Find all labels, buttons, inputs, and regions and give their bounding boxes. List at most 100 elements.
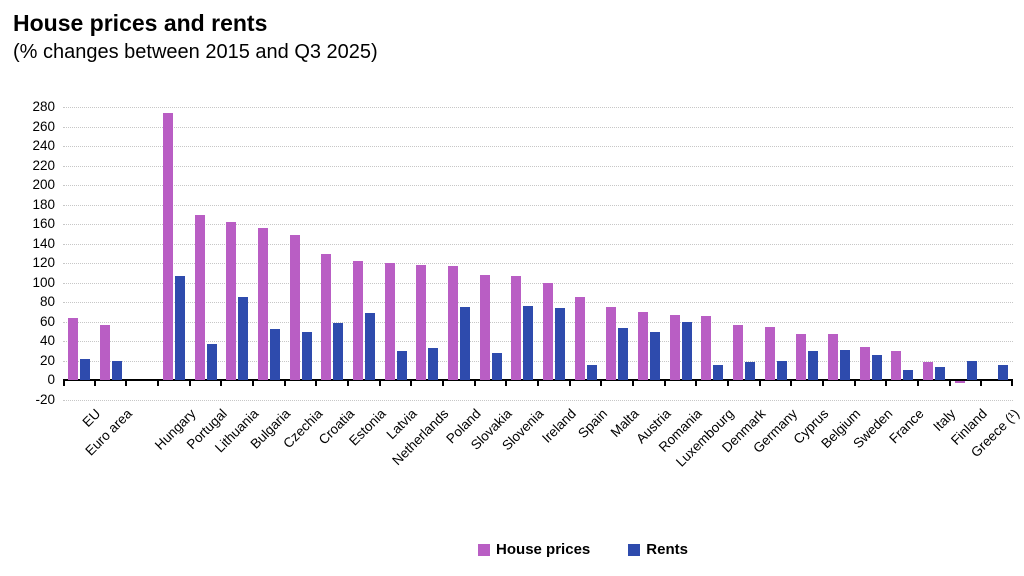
x-axis-category-label: Spain	[575, 406, 611, 442]
bar-rents-latvia	[396, 350, 407, 380]
chart-plot-area	[63, 107, 1013, 407]
bar-house-prices-finland	[954, 381, 965, 383]
y-axis-tick-label: -20	[35, 391, 55, 407]
gridline-120	[63, 263, 1013, 264]
gridline-20	[63, 360, 1013, 362]
y-axis-tick-label: 260	[32, 118, 55, 134]
bar-house-prices-cyprus	[796, 334, 807, 380]
bar-house-prices-romania	[669, 314, 680, 380]
bar-house-prices-belgium	[827, 334, 838, 380]
y-axis-tick-label: 140	[32, 235, 55, 251]
bar-house-prices-euro-area	[99, 325, 110, 380]
x-axis-tick	[378, 381, 381, 386]
rents-swatch-icon	[628, 543, 641, 556]
x-axis-tick	[632, 381, 634, 386]
chart-title: House prices and rents	[13, 10, 268, 36]
bar-rents-cyprus	[808, 350, 819, 380]
x-axis-tick	[125, 381, 128, 386]
gridline-140	[63, 243, 1013, 245]
bar-house-prices-bulgaria	[257, 227, 268, 380]
bar-rents-portugal	[206, 343, 217, 380]
bar-rents-estonia	[364, 312, 375, 380]
bar-rents-slovakia	[491, 352, 502, 380]
bar-house-prices-eu	[67, 317, 78, 380]
bar-house-prices-malta	[606, 306, 617, 380]
x-axis-tick	[790, 381, 793, 386]
bar-rents-italy	[934, 367, 945, 380]
x-axis-tick	[315, 381, 318, 386]
x-axis-tick	[410, 381, 413, 386]
bar-house-prices-czechia	[289, 234, 300, 380]
y-axis-tick-label: 120	[32, 255, 55, 270]
x-axis-tick	[63, 381, 65, 386]
chart-legend: House prices Rents	[108, 541, 1024, 558]
x-axis-tick	[568, 381, 571, 386]
x-axis-line	[63, 379, 1013, 381]
gridline-280	[63, 107, 1013, 108]
x-axis-tick	[1011, 381, 1013, 386]
x-axis-tick	[822, 381, 824, 386]
bar-house-prices-italy	[922, 362, 933, 380]
bar-rents-slovenia	[523, 305, 534, 380]
bar-house-prices-latvia	[384, 263, 395, 380]
x-axis-tick	[220, 381, 223, 386]
x-axis-tick	[188, 381, 191, 386]
y-axis-tick-label: 80	[39, 294, 55, 309]
gridline--20	[63, 399, 1013, 401]
bar-rents-finland	[966, 361, 977, 380]
x-axis-tick	[663, 381, 666, 386]
gridline-60	[63, 321, 1013, 323]
x-axis-tick	[980, 381, 983, 386]
gridline-40	[63, 341, 1013, 342]
gridline-100	[63, 282, 1013, 284]
y-axis-tick-label: 160	[32, 216, 55, 231]
bar-rents-sweden	[871, 354, 882, 380]
bar-house-prices-estonia	[352, 261, 363, 380]
y-axis-tick-label: 20	[39, 352, 55, 368]
y-axis-tick-label: 180	[32, 196, 55, 212]
bar-rents-luxembourg	[713, 365, 724, 380]
bar-house-prices-france	[891, 350, 902, 380]
x-axis-tick	[283, 381, 286, 386]
bar-house-prices-slovakia	[479, 274, 490, 380]
y-axis-tick-label: 200	[32, 177, 55, 192]
bar-rents-hungary	[174, 275, 185, 380]
bar-rents-romania	[681, 322, 692, 380]
x-axis-tick	[695, 381, 698, 386]
bar-rents-malta	[618, 328, 629, 380]
x-axis-tick	[758, 381, 761, 386]
x-axis-tick	[442, 381, 444, 386]
x-axis-tick	[537, 381, 539, 386]
y-axis-tick-label: 240	[32, 138, 55, 153]
x-axis-tick	[93, 381, 96, 386]
x-axis-tick	[347, 381, 349, 386]
bar-rents-austria	[649, 332, 660, 380]
bar-house-prices-austria	[637, 311, 648, 380]
x-axis-tick	[473, 381, 476, 386]
bar-rents-germany	[776, 361, 787, 380]
x-axis-tick	[885, 381, 888, 386]
bar-rents-greece	[998, 365, 1009, 380]
bar-rents-denmark	[744, 362, 755, 380]
x-axis-category-label: EU	[79, 406, 104, 430]
gridline-160	[63, 224, 1013, 225]
gridline-80	[63, 302, 1013, 303]
legend-item-rents: Rents	[628, 541, 688, 558]
bar-house-prices-croatia	[321, 254, 332, 380]
x-axis-tick	[157, 381, 159, 386]
legend-label-rents: Rents	[646, 541, 688, 558]
bar-house-prices-denmark	[732, 325, 743, 380]
y-axis-tick-label: 0	[47, 372, 55, 387]
bar-house-prices-netherlands	[416, 264, 427, 380]
bar-rents-spain	[586, 365, 597, 380]
bar-house-prices-germany	[764, 327, 775, 380]
x-axis-tick	[727, 381, 729, 386]
bar-rents-france	[903, 370, 914, 380]
bar-rents-czechia	[301, 332, 312, 380]
bar-house-prices-slovenia	[511, 275, 522, 380]
chart-subtitle: (% changes between 2015 and Q3 2025)	[13, 41, 378, 63]
bar-house-prices-hungary	[162, 112, 173, 380]
y-axis-tick-label: 220	[32, 157, 55, 173]
y-axis-tick-label: 280	[32, 99, 55, 114]
